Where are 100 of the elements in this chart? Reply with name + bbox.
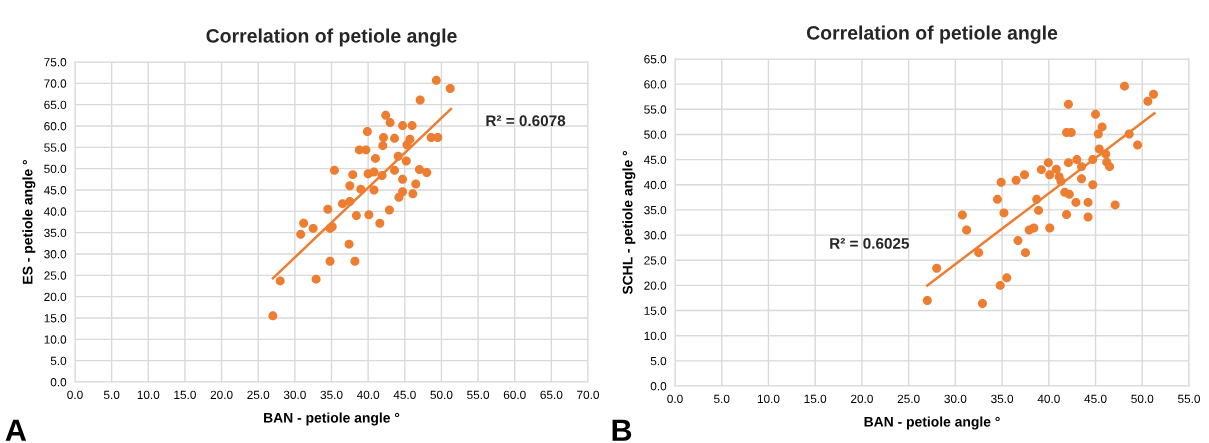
x-tick-label: 5.0 xyxy=(103,390,120,399)
point xyxy=(379,133,389,143)
point xyxy=(1011,175,1021,185)
point xyxy=(992,194,1002,204)
point xyxy=(405,134,415,144)
x-tick-label: 10.0 xyxy=(757,394,780,403)
y-tick-label: 55.0 xyxy=(644,105,667,114)
x-tick-label: 15.0 xyxy=(804,394,827,403)
point xyxy=(345,181,355,191)
text: B xyxy=(612,419,632,441)
annotation: R² = 0.6078 xyxy=(486,115,566,127)
point xyxy=(1097,122,1107,132)
point xyxy=(361,145,371,155)
point xyxy=(1056,176,1066,186)
point xyxy=(408,189,418,199)
point xyxy=(996,177,1006,187)
point xyxy=(1034,205,1044,215)
y-tick-label: 30.0 xyxy=(44,250,67,259)
point xyxy=(414,165,424,175)
y-tick-label: 5.0 xyxy=(50,356,67,366)
point xyxy=(1072,155,1082,165)
point xyxy=(1043,158,1053,168)
text: A xyxy=(5,419,27,441)
y-tick-label: 10.0 xyxy=(44,335,67,344)
point xyxy=(1101,149,1111,159)
point xyxy=(356,184,366,194)
point xyxy=(1036,165,1046,175)
point xyxy=(401,156,411,166)
chart-title: Correlation of petiole angle xyxy=(806,25,1058,44)
point xyxy=(311,274,321,284)
y-tick-label: 20.0 xyxy=(44,292,67,302)
point xyxy=(1124,129,1134,139)
x-tick-label: 20.0 xyxy=(851,394,873,403)
point xyxy=(422,168,432,178)
point xyxy=(962,225,972,235)
point xyxy=(1077,174,1087,184)
point xyxy=(922,295,932,305)
x-tick-label: 50.0 xyxy=(430,390,453,399)
y-tick-label: 75.0 xyxy=(44,58,67,67)
point xyxy=(1077,162,1087,172)
point xyxy=(1063,99,1073,109)
point xyxy=(411,179,421,189)
point xyxy=(348,170,358,180)
point xyxy=(377,170,387,180)
x-tick-label: 0.0 xyxy=(667,394,683,403)
point xyxy=(1091,109,1101,119)
x-tick-label: 55.0 xyxy=(1177,394,1201,403)
y-tick-label: 0.0 xyxy=(50,378,67,387)
y-tick-label: 10.0 xyxy=(644,331,667,341)
point xyxy=(351,211,361,221)
x-tick-label: 5.0 xyxy=(713,394,730,403)
point xyxy=(398,174,408,184)
point xyxy=(1029,223,1039,233)
y-axis-title: ES - petiole angle ° xyxy=(22,160,36,284)
point xyxy=(329,165,339,175)
point xyxy=(1064,189,1074,199)
y-axis-title: SCHL - petiole angle ° xyxy=(622,150,636,295)
y-tick-label: 25.0 xyxy=(644,256,667,265)
y-tick-label: 5.0 xyxy=(650,356,667,366)
point xyxy=(415,95,425,105)
point xyxy=(275,276,285,286)
point xyxy=(390,133,400,143)
x-tick-label: 25.0 xyxy=(247,390,270,399)
point xyxy=(1143,96,1153,106)
y-tick-label: 35.0 xyxy=(44,228,67,238)
point xyxy=(1148,89,1158,99)
point xyxy=(1094,144,1104,154)
y-tick-label: 35.0 xyxy=(644,205,667,215)
point xyxy=(384,205,394,215)
point xyxy=(1062,209,1072,219)
x-tick-label: 65.0 xyxy=(540,390,563,399)
point xyxy=(364,210,374,220)
y-tick-label: 50.0 xyxy=(44,164,67,174)
y-tick-label: 50.0 xyxy=(644,130,667,139)
y-tick-label: 20.0 xyxy=(644,281,667,290)
point xyxy=(1020,248,1030,258)
y-tick-label: 40.0 xyxy=(43,207,67,216)
point xyxy=(345,197,355,207)
y-tick-label: 60.0 xyxy=(44,122,67,131)
point xyxy=(1083,212,1093,222)
chart-title: Correlation of petiole angle xyxy=(206,28,457,47)
x-tick-label: 40.0 xyxy=(356,390,380,399)
point xyxy=(393,151,403,161)
x-tick-label: 55.0 xyxy=(467,390,490,399)
x-tick-label: 30.0 xyxy=(283,390,306,399)
y-tick-label: 30.0 xyxy=(644,231,667,240)
x-tick-label: 45.0 xyxy=(393,390,416,399)
point xyxy=(1093,129,1103,139)
x-tick-label: 0.0 xyxy=(67,390,83,399)
point xyxy=(1071,197,1081,207)
point xyxy=(381,110,391,120)
x-axis-title: BAN - petiole angle ° xyxy=(264,412,400,426)
y-tick-label: 15.0 xyxy=(44,314,67,323)
point xyxy=(999,208,1009,218)
x-axis-title: BAN - petiole angle ° xyxy=(864,416,1000,430)
y-tick-label: 45.0 xyxy=(43,186,67,195)
x-tick-label: 25.0 xyxy=(897,394,920,403)
point xyxy=(445,83,455,93)
point xyxy=(1110,200,1120,210)
point xyxy=(1088,180,1098,190)
